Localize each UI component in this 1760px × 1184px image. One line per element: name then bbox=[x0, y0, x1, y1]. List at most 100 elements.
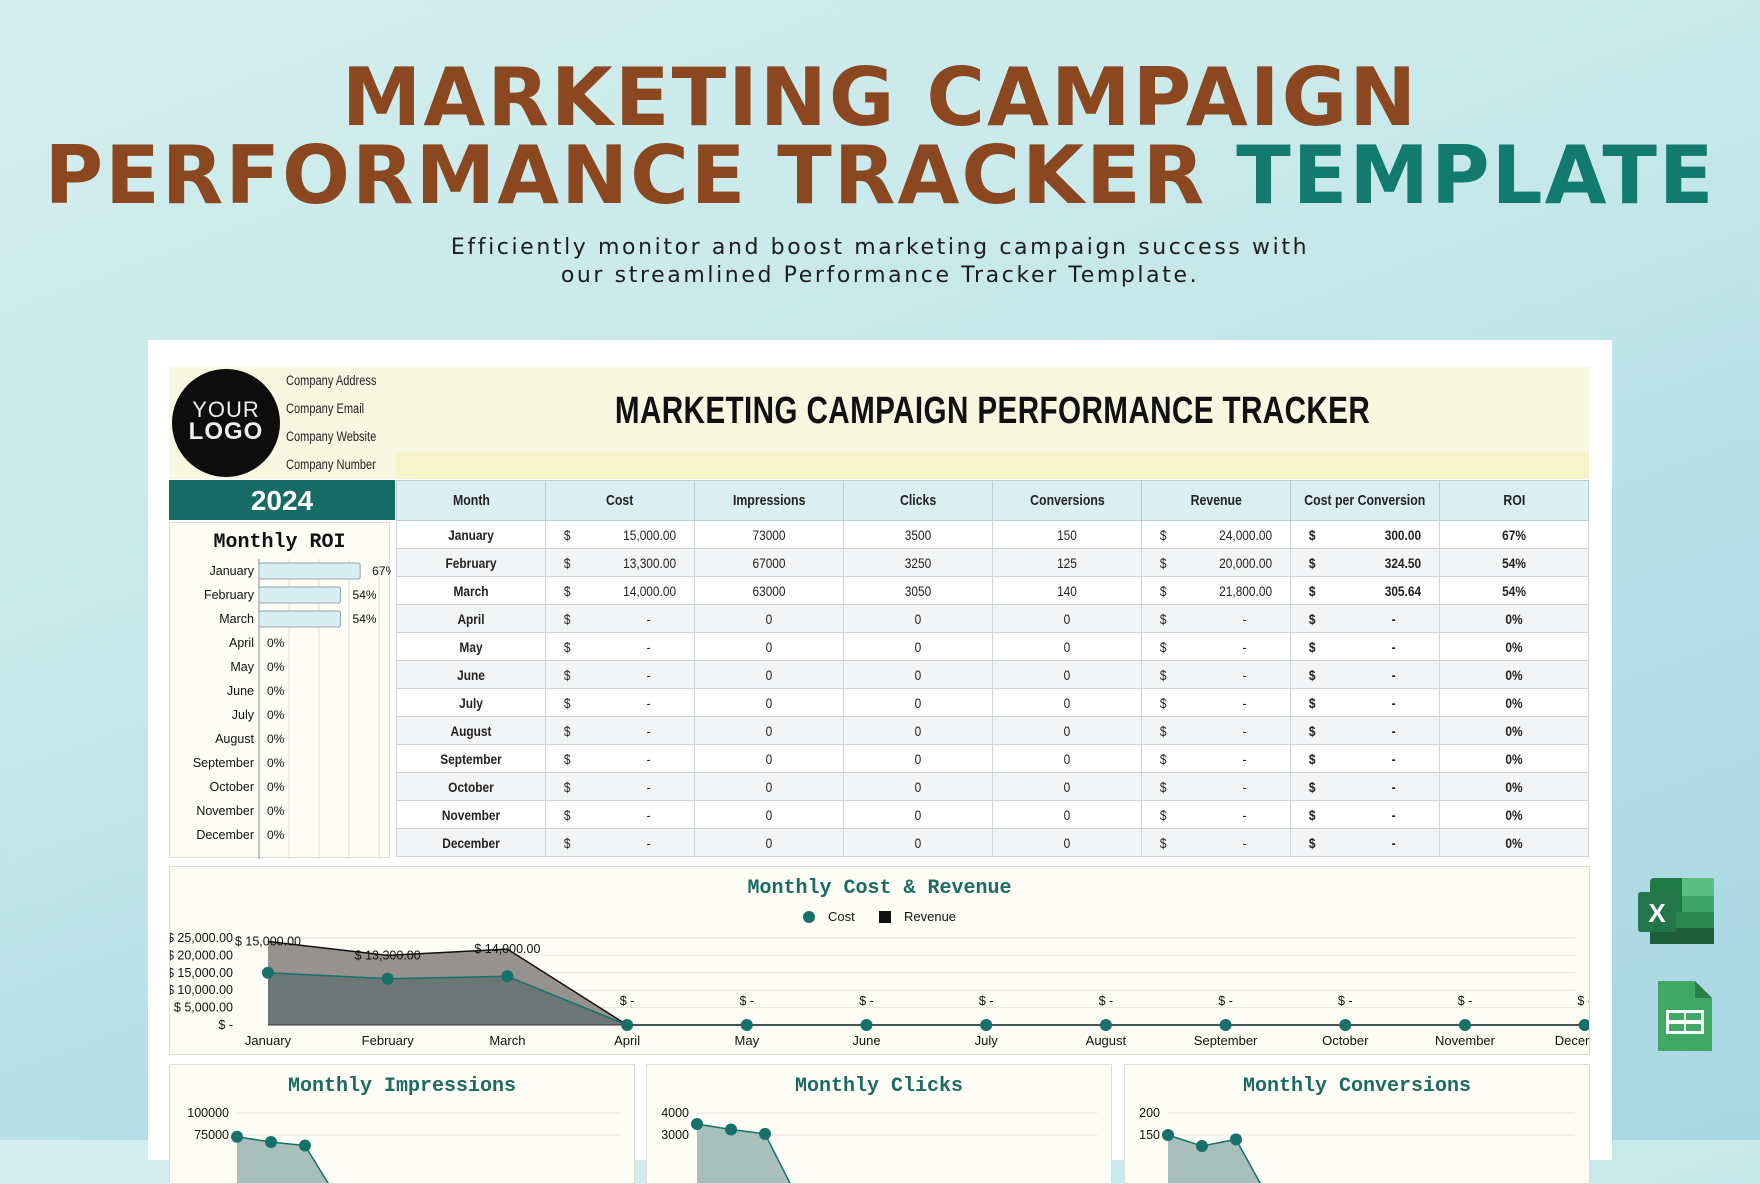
cell-roi[interactable]: 54% bbox=[1439, 576, 1589, 605]
column-header[interactable]: Revenue bbox=[1141, 480, 1291, 521]
cell-impressions[interactable]: 0 bbox=[694, 660, 844, 689]
cell-cost[interactable]: $ - bbox=[545, 688, 695, 717]
cell-cpc[interactable]: $305.64 bbox=[1290, 576, 1440, 605]
cell-roi[interactable]: 0% bbox=[1439, 800, 1589, 829]
cell-month[interactable]: May bbox=[396, 632, 546, 661]
cell-roi[interactable]: 0% bbox=[1439, 632, 1589, 661]
cell-impressions[interactable]: 73000 bbox=[694, 520, 844, 549]
cell-clicks[interactable]: 0 bbox=[843, 632, 993, 661]
cell-conversions[interactable]: 0 bbox=[992, 604, 1142, 633]
cell-impressions[interactable]: 0 bbox=[694, 688, 844, 717]
cell-month[interactable]: December bbox=[396, 828, 546, 857]
cell-clicks[interactable]: 3050 bbox=[843, 576, 993, 605]
column-header[interactable]: Cost bbox=[545, 480, 695, 521]
cell-cost[interactable]: $15,000.00 bbox=[545, 520, 695, 549]
cell-cost[interactable]: $ - bbox=[545, 716, 695, 745]
cell-month[interactable]: February bbox=[396, 548, 546, 577]
cell-revenue[interactable]: $ - bbox=[1141, 632, 1291, 661]
cell-revenue[interactable]: $ - bbox=[1141, 828, 1291, 857]
cell-cost[interactable]: $ - bbox=[545, 800, 695, 829]
cell-clicks[interactable]: 0 bbox=[843, 828, 993, 857]
cell-cpc[interactable]: $ - bbox=[1290, 828, 1440, 857]
cell-roi[interactable]: 0% bbox=[1439, 772, 1589, 801]
cell-cpc[interactable]: $ - bbox=[1290, 716, 1440, 745]
cell-impressions[interactable]: 67000 bbox=[694, 548, 844, 577]
cell-revenue[interactable]: $ - bbox=[1141, 772, 1291, 801]
cell-clicks[interactable]: 0 bbox=[843, 744, 993, 773]
cell-revenue[interactable]: $ - bbox=[1141, 660, 1291, 689]
cell-roi[interactable]: 67% bbox=[1439, 520, 1589, 549]
cell-revenue[interactable]: $ - bbox=[1141, 688, 1291, 717]
company-number[interactable]: Company Number bbox=[286, 457, 376, 472]
cell-roi[interactable]: 0% bbox=[1439, 688, 1589, 717]
cell-cpc[interactable]: $ - bbox=[1290, 660, 1440, 689]
cell-month[interactable]: September bbox=[396, 744, 546, 773]
cell-month[interactable]: July bbox=[396, 688, 546, 717]
cell-cpc[interactable]: $ - bbox=[1290, 744, 1440, 773]
cell-cpc[interactable]: $ - bbox=[1290, 632, 1440, 661]
cell-revenue[interactable]: $21,800.00 bbox=[1141, 576, 1291, 605]
cell-clicks[interactable]: 0 bbox=[843, 688, 993, 717]
cell-roi[interactable]: 0% bbox=[1439, 716, 1589, 745]
cell-conversions[interactable]: 0 bbox=[992, 688, 1142, 717]
cell-month[interactable]: August bbox=[396, 716, 546, 745]
cell-impressions[interactable]: 0 bbox=[694, 716, 844, 745]
cell-roi[interactable]: 0% bbox=[1439, 744, 1589, 773]
company-website[interactable]: Company Website bbox=[286, 429, 377, 444]
cell-cpc[interactable]: $324.50 bbox=[1290, 548, 1440, 577]
cell-month[interactable]: April bbox=[396, 604, 546, 633]
excel-icon[interactable]: X bbox=[1636, 876, 1718, 948]
cell-cost[interactable]: $ - bbox=[545, 772, 695, 801]
cell-impressions[interactable]: 0 bbox=[694, 744, 844, 773]
cell-cpc[interactable]: $ - bbox=[1290, 688, 1440, 717]
company-address[interactable]: Company Address bbox=[286, 373, 377, 388]
cell-revenue[interactable]: $20,000.00 bbox=[1141, 548, 1291, 577]
cell-cpc[interactable]: $ - bbox=[1290, 772, 1440, 801]
column-header[interactable]: Cost per Conversion bbox=[1290, 480, 1440, 521]
cell-conversions[interactable]: 0 bbox=[992, 772, 1142, 801]
google-sheets-icon[interactable] bbox=[1655, 979, 1715, 1055]
cell-conversions[interactable]: 0 bbox=[992, 632, 1142, 661]
cell-cost[interactable]: $14,000.00 bbox=[545, 576, 695, 605]
cell-clicks[interactable]: 0 bbox=[843, 660, 993, 689]
cell-conversions[interactable]: 0 bbox=[992, 828, 1142, 857]
cell-roi[interactable]: 0% bbox=[1439, 604, 1589, 633]
column-header[interactable]: Clicks bbox=[843, 480, 993, 521]
cell-month[interactable]: March bbox=[396, 576, 546, 605]
cell-revenue[interactable]: $ - bbox=[1141, 716, 1291, 745]
cell-roi[interactable]: 0% bbox=[1439, 660, 1589, 689]
cell-clicks[interactable]: 0 bbox=[843, 604, 993, 633]
cell-clicks[interactable]: 3500 bbox=[843, 520, 993, 549]
cell-month[interactable]: June bbox=[396, 660, 546, 689]
cell-cpc[interactable]: $ - bbox=[1290, 604, 1440, 633]
cell-clicks[interactable]: 0 bbox=[843, 800, 993, 829]
company-email[interactable]: Company Email bbox=[286, 401, 365, 416]
cell-cost[interactable]: $13,300.00 bbox=[545, 548, 695, 577]
cell-conversions[interactable]: 0 bbox=[992, 744, 1142, 773]
cell-impressions[interactable]: 0 bbox=[694, 604, 844, 633]
column-header[interactable]: Impressions bbox=[694, 480, 844, 521]
cell-month[interactable]: October bbox=[396, 772, 546, 801]
cell-roi[interactable]: 54% bbox=[1439, 548, 1589, 577]
cell-cpc[interactable]: $ - bbox=[1290, 800, 1440, 829]
column-header[interactable]: Conversions bbox=[992, 480, 1142, 521]
cell-cost[interactable]: $ - bbox=[545, 660, 695, 689]
column-header[interactable]: ROI bbox=[1439, 480, 1589, 521]
cell-cpc[interactable]: $300.00 bbox=[1290, 520, 1440, 549]
cell-conversions[interactable]: 140 bbox=[992, 576, 1142, 605]
cell-impressions[interactable]: 0 bbox=[694, 632, 844, 661]
cell-revenue[interactable]: $24,000.00 bbox=[1141, 520, 1291, 549]
cell-cost[interactable]: $ - bbox=[545, 632, 695, 661]
cell-conversions[interactable]: 0 bbox=[992, 716, 1142, 745]
cell-cost[interactable]: $ - bbox=[545, 744, 695, 773]
cell-cost[interactable]: $ - bbox=[545, 604, 695, 633]
cell-impressions[interactable]: 0 bbox=[694, 828, 844, 857]
cell-impressions[interactable]: 0 bbox=[694, 800, 844, 829]
cell-roi[interactable]: 0% bbox=[1439, 828, 1589, 857]
cell-impressions[interactable]: 63000 bbox=[694, 576, 844, 605]
cell-clicks[interactable]: 0 bbox=[843, 772, 993, 801]
cell-impressions[interactable]: 0 bbox=[694, 772, 844, 801]
cell-conversions[interactable]: 125 bbox=[992, 548, 1142, 577]
cell-revenue[interactable]: $ - bbox=[1141, 800, 1291, 829]
cell-revenue[interactable]: $ - bbox=[1141, 604, 1291, 633]
